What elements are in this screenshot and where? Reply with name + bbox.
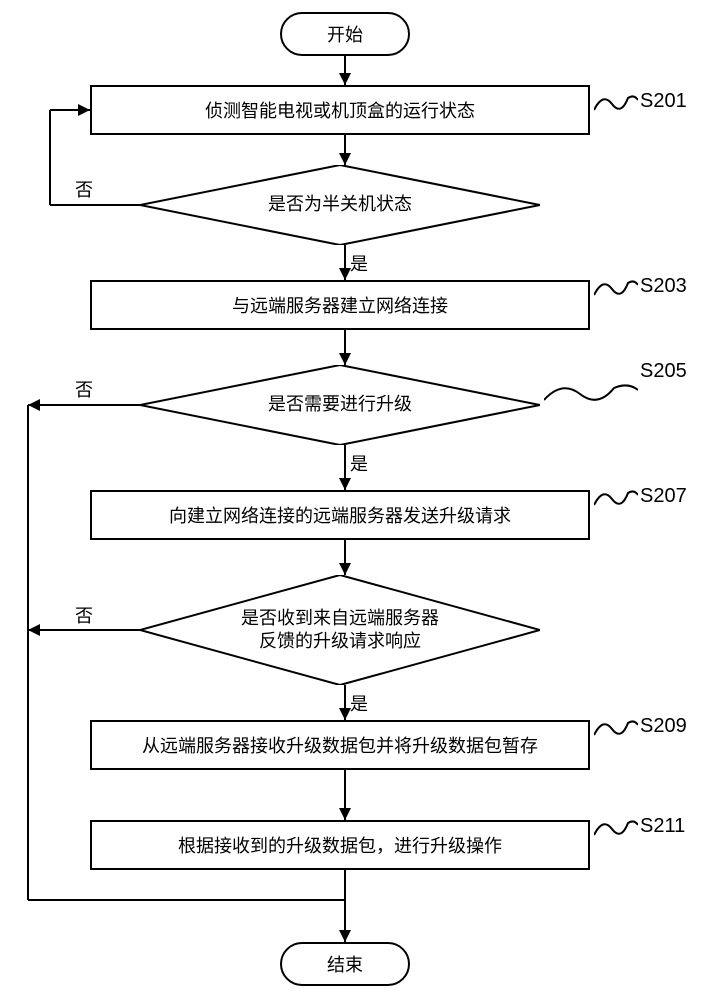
edge-label-no-1: 否 — [75, 176, 93, 202]
decision-half-off: 是否为半关机状态 — [140, 165, 540, 245]
decision-half-off-text: 是否为半关机状态 — [268, 193, 412, 216]
edge-label-no-3: 否 — [75, 602, 93, 628]
step-label-s209: S209 — [640, 715, 687, 738]
process-s211: 根据接收到的升级数据包，进行升级操作 — [90, 820, 590, 870]
edge-label-no-2: 否 — [75, 376, 93, 402]
decision-response-text: 是否收到来自远端服务器 反馈的升级请求响应 — [241, 607, 439, 654]
step-label-s211: S211 — [640, 815, 685, 838]
squiggle-s211 — [594, 813, 638, 843]
arrow-head-down — [339, 930, 351, 942]
step-label-s201: S201 — [640, 90, 687, 113]
arrow-head-left — [28, 399, 40, 411]
process-s201: 侦测智能电视或机顶盒的运行状态 — [90, 85, 590, 135]
arrow-head-down — [339, 808, 351, 820]
arrow-head-down — [339, 563, 351, 575]
start-label: 开始 — [327, 21, 363, 47]
end-label: 结束 — [327, 951, 363, 977]
process-s203: 与远端服务器建立网络连接 — [90, 280, 590, 330]
connector-line — [28, 629, 140, 631]
arrow-head-down — [339, 268, 351, 280]
step-label-s203: S203 — [640, 275, 687, 298]
squiggle-s201 — [594, 88, 638, 118]
process-s201-text: 侦测智能电视或机顶盒的运行状态 — [205, 97, 475, 123]
end-terminator: 结束 — [280, 942, 410, 986]
decision-response: 是否收到来自远端服务器 反馈的升级请求响应 — [140, 575, 540, 685]
arrow-head-down — [339, 153, 351, 165]
process-s203-text: 与远端服务器建立网络连接 — [232, 292, 448, 318]
step-label-s205: S205 — [640, 360, 687, 383]
squiggle-s203 — [594, 273, 638, 303]
arrow-head-down — [339, 353, 351, 365]
decision-need-upgrade: 是否需要进行升级 — [140, 365, 540, 445]
connector-line — [27, 405, 29, 900]
connector-line — [28, 899, 345, 901]
squiggle-s209 — [594, 713, 638, 743]
start-terminator: 开始 — [280, 12, 410, 56]
connector-line — [49, 110, 51, 205]
connector-line — [28, 404, 140, 406]
arrow-head-down — [339, 708, 351, 720]
arrow-head-left — [28, 624, 40, 636]
connector-line — [50, 204, 140, 206]
process-s207: 向建立网络连接的远端服务器发送升级请求 — [90, 490, 590, 540]
decision-need-upgrade-text: 是否需要进行升级 — [268, 393, 412, 416]
edge-label-yes-2: 是 — [350, 450, 368, 476]
process-s211-text: 根据接收到的升级数据包，进行升级操作 — [178, 832, 502, 858]
arrow-head-right — [78, 104, 90, 116]
arrow-head-down — [339, 478, 351, 490]
process-s207-text: 向建立网络连接的远端服务器发送升级请求 — [169, 502, 511, 528]
arrow-head-down — [339, 73, 351, 85]
process-s209-text: 从远端服务器接收升级数据包并将升级数据包暂存 — [142, 732, 538, 758]
squiggle-s207 — [594, 483, 638, 513]
process-s209: 从远端服务器接收升级数据包并将升级数据包暂存 — [90, 720, 590, 770]
squiggle-s205 — [544, 378, 638, 408]
flowchart-canvas: 开始 结束 侦测智能电视或机顶盒的运行状态 与远端服务器建立网络连接 向建立网络… — [0, 0, 722, 1000]
step-label-s207: S207 — [640, 485, 687, 508]
edge-label-yes-1: 是 — [350, 250, 368, 276]
edge-label-yes-3: 是 — [350, 690, 368, 716]
